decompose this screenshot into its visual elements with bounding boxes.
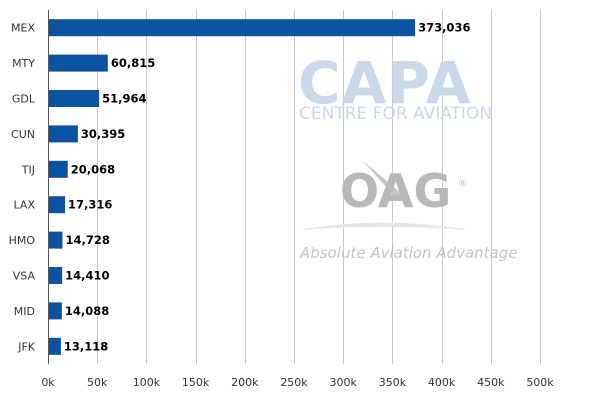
value-label-hmo: 14,728 (65, 233, 109, 247)
value-label-tij: 20,068 (71, 162, 115, 176)
y-tick-label: MTY (12, 57, 35, 70)
y-tick-label: HMO (9, 234, 36, 247)
y-tick-label: CUN (11, 128, 35, 141)
y-tick-label: VSA (13, 270, 36, 283)
x-tick-label: 350k (379, 376, 407, 389)
x-tick-label: 400k (428, 376, 456, 389)
bar-jfk (49, 337, 61, 355)
oag-registered-mark: ® (458, 179, 467, 189)
x-tick-label: 0k (41, 376, 55, 389)
bar-cun (49, 125, 78, 143)
x-tick-label: 300k (330, 376, 358, 389)
value-label-mid: 14,088 (65, 304, 109, 318)
bar-mex (49, 19, 416, 37)
y-tick-label: LAX (14, 199, 36, 212)
x-tick-label: 450k (477, 376, 505, 389)
value-labels: 373,036 60,815 51,964 30,395 20,068 17,316 14,… (64, 21, 471, 354)
bar-tij (49, 160, 68, 178)
y-tick-label: MID (14, 305, 35, 318)
x-tick-label: 150k (182, 376, 210, 389)
x-tick-label: 250k (280, 376, 308, 389)
bar-mid (49, 302, 62, 320)
oag-logo-text: OAG (340, 164, 451, 218)
x-tick-label: 500k (526, 376, 554, 389)
bar-gdl (49, 90, 100, 107)
x-tick-label: 50k (87, 376, 108, 389)
value-label-gdl: 51,964 (102, 92, 146, 106)
y-tick-label: JFK (17, 340, 36, 353)
oag-tagline: Absolute Aviation Advantage (299, 244, 518, 262)
value-label-cun: 30,395 (81, 127, 125, 141)
bars (49, 19, 416, 355)
y-tick-label: GDL (12, 93, 36, 106)
gridlines (97, 10, 541, 364)
value-label-vsa: 14,410 (65, 269, 109, 283)
value-label-lax: 17,316 (68, 198, 112, 212)
capa-logo-text: CAPA (298, 49, 472, 117)
value-label-jfk: 13,118 (64, 339, 108, 353)
x-axis-labels: 0k 50k 100k 150k 200k 250k 300k 350k 400k 450k 500… (41, 376, 554, 389)
x-tick-label: 100k (133, 376, 161, 389)
y-axis-labels: MEX MTY GDL CUN TIJ LAX HMO VSA MID JFK (9, 22, 36, 354)
value-label-mty: 60,815 (111, 56, 155, 70)
bar-mty (49, 54, 108, 72)
oag-swoosh-icon (362, 160, 402, 198)
bar-lax (49, 196, 66, 214)
oag-shadow-icon (300, 222, 470, 230)
x-tick-label: 200k (231, 376, 259, 389)
watermark: CAPA CENTRE FOR AVIATION OAG ® Absolute … (298, 49, 518, 262)
capa-logo-subtext: CENTRE FOR AVIATION (299, 104, 492, 124)
value-label-mex: 373,036 (418, 21, 470, 35)
y-tick-label: MEX (11, 22, 35, 35)
y-tick-label: TIJ (21, 163, 35, 176)
bar-vsa (49, 267, 63, 284)
bar-hmo (49, 231, 63, 249)
